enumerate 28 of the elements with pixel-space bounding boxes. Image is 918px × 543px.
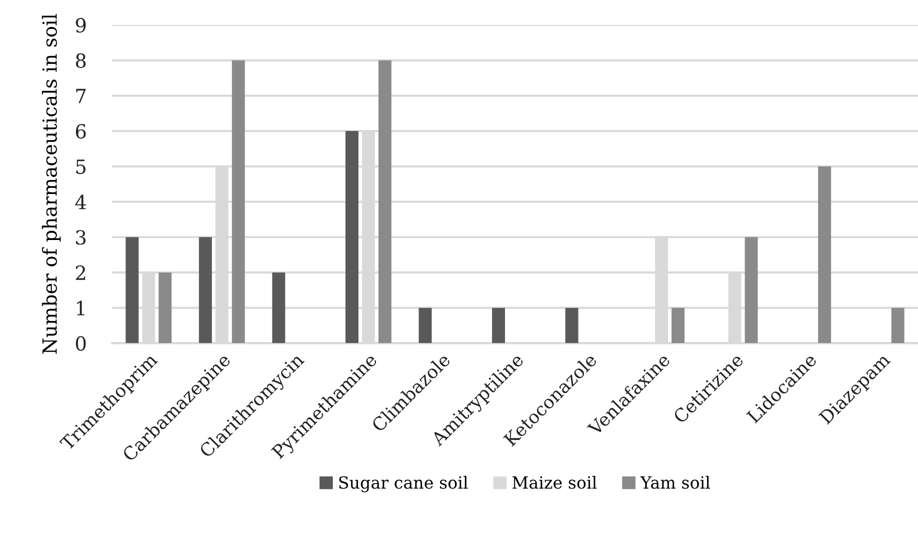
bar	[272, 272, 286, 344]
bar	[345, 131, 358, 344]
bar	[818, 166, 832, 344]
y-tick-label: 7	[76, 88, 86, 104]
bar	[418, 308, 432, 344]
y-tick-label: 2	[76, 265, 86, 280]
bar	[378, 60, 392, 344]
y-tick-label: 1	[76, 300, 84, 316]
y-tick-label: 6	[76, 124, 86, 139]
bar	[891, 308, 904, 344]
y-tick-label: 3	[76, 230, 86, 245]
y-tick-label: 8	[76, 53, 86, 68]
y-tick-label: 9	[76, 18, 86, 33]
bar	[198, 237, 212, 344]
bar	[672, 308, 685, 344]
y-tick-label: 4	[75, 194, 86, 210]
legend-label: Maize soil	[512, 476, 597, 489]
y-axis-title: Number of pharmaceuticals in soil	[42, 14, 61, 354]
bar	[126, 237, 139, 344]
bar	[232, 60, 245, 344]
legend-label: Yam soil	[640, 476, 710, 489]
y-tick-label: 5	[76, 160, 86, 174]
bar	[158, 272, 172, 344]
y-tick-label: 0	[76, 336, 86, 351]
bar	[744, 237, 758, 344]
bar	[492, 308, 505, 344]
legend-label: Sugar cane soil	[339, 476, 468, 492]
bar	[565, 308, 578, 344]
